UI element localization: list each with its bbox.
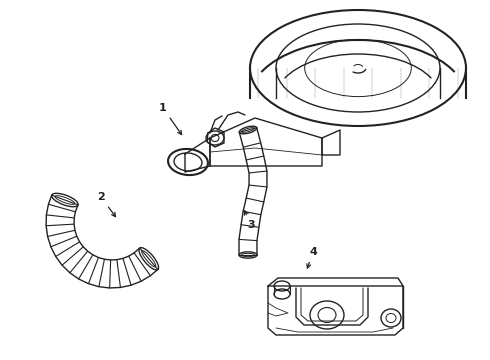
Text: 1: 1	[159, 103, 182, 135]
Text: 2: 2	[97, 192, 116, 217]
Text: 4: 4	[307, 247, 317, 268]
Text: 3: 3	[245, 211, 255, 230]
